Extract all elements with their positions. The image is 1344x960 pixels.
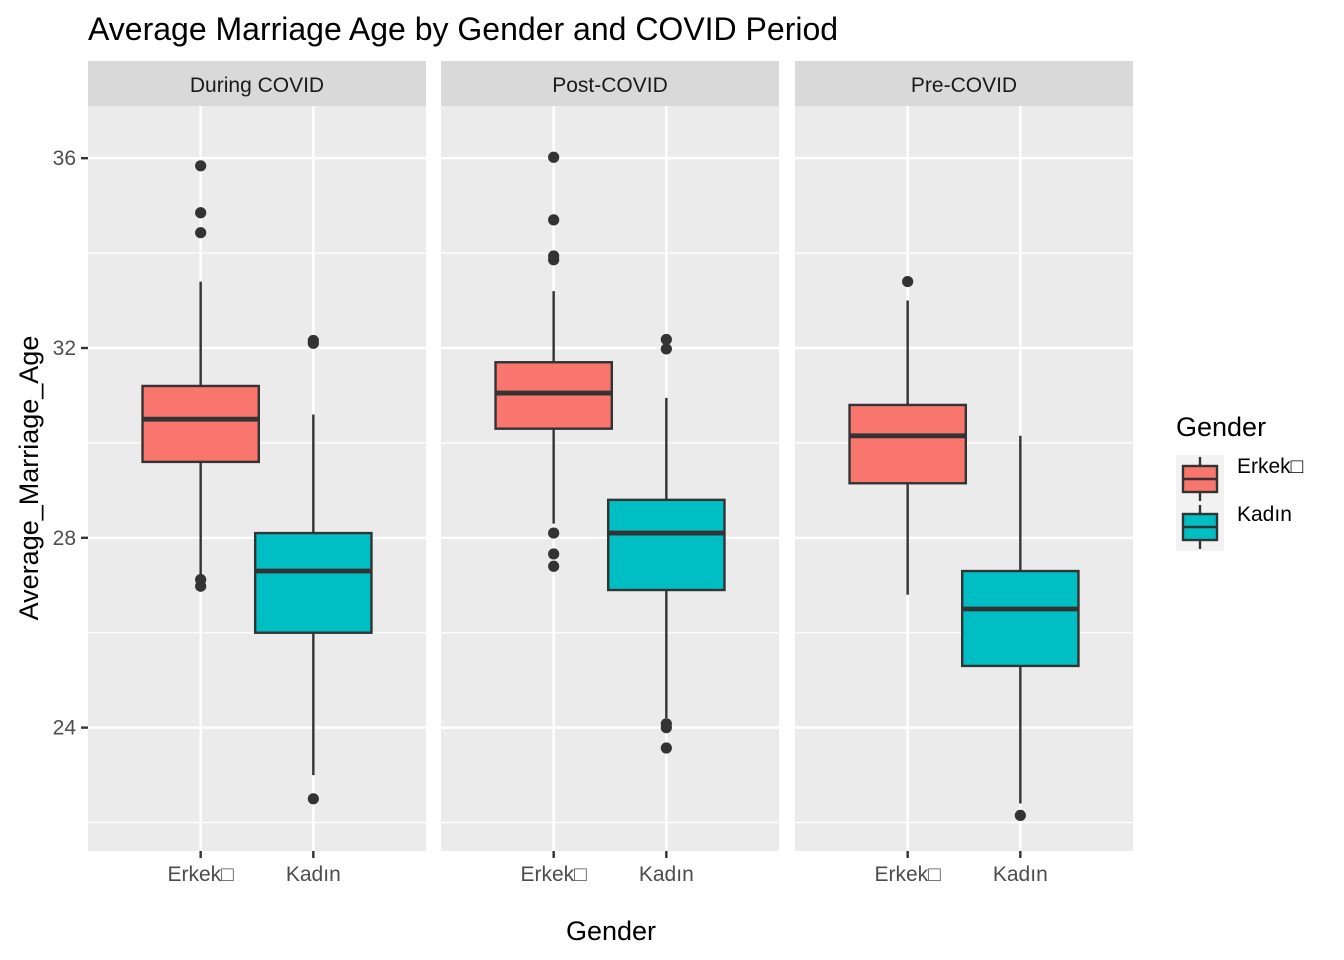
x-tick-label: Kadın xyxy=(993,863,1048,886)
outlier-point xyxy=(195,580,207,592)
box xyxy=(494,151,614,572)
y-tick-label: 32 xyxy=(53,337,76,360)
outlier-point xyxy=(195,207,207,219)
facet-label: Pre-COVID xyxy=(911,74,1017,97)
legend: Gender Erkek□ Kadın xyxy=(1176,412,1304,551)
box xyxy=(253,334,373,805)
outlier-point xyxy=(307,337,319,349)
facet-panels: During COVID Erkek□ Kadın Post-COVID Erkek□ K… xyxy=(88,61,1133,886)
box-iqr xyxy=(141,384,261,464)
box xyxy=(960,435,1080,822)
legend-label: Kadın xyxy=(1237,503,1292,526)
panel-background xyxy=(88,106,426,851)
legend-entry: Kadın xyxy=(1176,503,1292,551)
outlier-point xyxy=(548,548,560,560)
outlier-point xyxy=(902,275,914,288)
x-tick-label: Erkek□ xyxy=(874,863,941,886)
facet-label: Post-COVID xyxy=(552,74,668,97)
box xyxy=(141,160,261,592)
y-tick-label: 28 xyxy=(53,527,76,550)
x-tick-label: Erkek□ xyxy=(520,863,587,886)
outlier-point xyxy=(548,254,560,266)
outlier-point xyxy=(660,742,672,754)
box xyxy=(848,275,968,595)
x-tick-label: Erkek□ xyxy=(167,863,234,886)
outlier-point xyxy=(660,333,672,346)
outlier-point xyxy=(660,722,672,734)
facet-panel: Pre-COVID Erkek□ Kadın xyxy=(795,61,1133,886)
panel-background xyxy=(441,106,779,851)
y-tick-label: 36 xyxy=(53,147,76,170)
box xyxy=(606,333,726,754)
facet-strip xyxy=(795,61,1133,106)
facet-strip xyxy=(441,61,779,106)
outlier-point xyxy=(548,151,560,163)
facet-panel: During COVID Erkek□ Kadın xyxy=(88,61,426,886)
x-tick-label: Kadın xyxy=(286,863,341,886)
chart-title: Average Marriage Age by Gender and COVID… xyxy=(88,11,838,47)
outlier-point xyxy=(660,343,672,355)
x-axis-title: Gender xyxy=(566,916,656,946)
legend-title: Gender xyxy=(1176,412,1266,442)
y-axis-title: Average_Marriage_Age xyxy=(14,336,44,621)
legend-keys: Erkek□ Kadın xyxy=(1176,455,1304,551)
outlier-point xyxy=(548,527,560,539)
legend-entry: Erkek□ xyxy=(1176,455,1304,503)
facet-strip xyxy=(88,61,426,106)
box-iqr xyxy=(960,569,1080,668)
box-iqr xyxy=(848,403,968,485)
facet-label: During COVID xyxy=(190,74,324,97)
outlier-point xyxy=(307,793,319,805)
legend-label: Erkek□ xyxy=(1237,455,1304,478)
facet-panel: Post-COVID Erkek□ Kadın xyxy=(441,61,779,886)
box-iqr xyxy=(606,498,726,592)
x-tick-label: Kadın xyxy=(639,863,694,886)
outlier-point xyxy=(548,214,560,226)
y-axis: 24 28 32 36 xyxy=(53,147,88,740)
box-iqr xyxy=(253,531,373,634)
y-tick-label: 24 xyxy=(53,717,77,740)
outlier-point xyxy=(195,160,207,172)
outlier-point xyxy=(1014,809,1026,822)
outlier-point xyxy=(195,227,207,239)
outlier-point xyxy=(548,560,560,572)
